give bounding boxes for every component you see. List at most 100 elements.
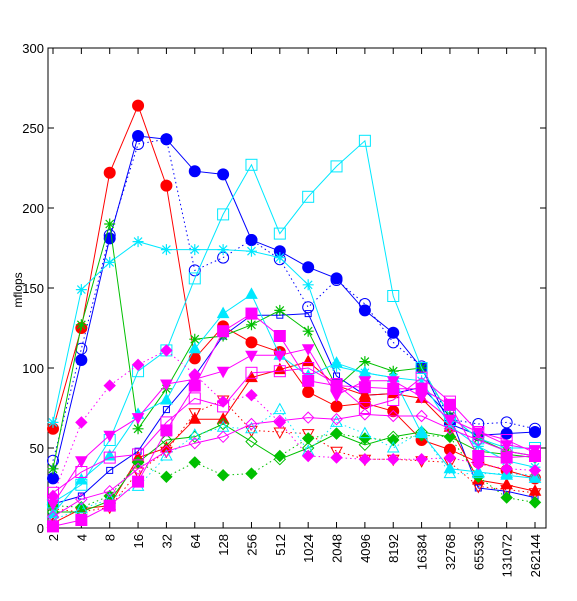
- data-point: [216, 366, 230, 379]
- data-point: [160, 379, 173, 392]
- data-point: [415, 424, 428, 437]
- data-point: [529, 446, 541, 459]
- data-point: [500, 434, 513, 446]
- data-point: [217, 244, 229, 256]
- data-point: [188, 368, 201, 381]
- data-point: [217, 168, 230, 181]
- data-point: [528, 468, 542, 480]
- data-point: [245, 307, 258, 320]
- data-point: [500, 451, 513, 464]
- data-point: [528, 464, 542, 477]
- data-point: [245, 234, 258, 246]
- data-point: [443, 451, 457, 464]
- data-point: [330, 378, 343, 390]
- data-point: [160, 244, 172, 256]
- data-point: [160, 446, 173, 459]
- series-17: [46, 408, 542, 524]
- data-point: [358, 438, 372, 452]
- y-tick-label: 150: [22, 281, 44, 296]
- series-line: [52, 312, 536, 527]
- data-point: [188, 392, 201, 405]
- data-point: [443, 430, 457, 444]
- data-point: [415, 452, 428, 466]
- data-point: [103, 166, 116, 179]
- series-2: [47, 133, 541, 467]
- series-line: [52, 313, 536, 505]
- data-point: [302, 190, 315, 203]
- data-point: [472, 426, 485, 438]
- data-point: [273, 414, 287, 428]
- data-point: [387, 452, 400, 466]
- data-point: [358, 402, 371, 414]
- data-point: [301, 432, 315, 445]
- data-point: [160, 179, 173, 192]
- data-point: [330, 356, 343, 368]
- data-point: [358, 432, 372, 445]
- data-point: [358, 304, 371, 317]
- data-point: [302, 261, 315, 274]
- data-point: [245, 350, 258, 363]
- data-point: [273, 227, 286, 240]
- series-9: [46, 417, 542, 519]
- data-point: [443, 395, 456, 408]
- data-point: [245, 421, 258, 434]
- data-point: [160, 133, 173, 146]
- data-point: [103, 379, 116, 392]
- series-10: [47, 134, 541, 509]
- data-point: [160, 416, 173, 429]
- x-tick-label: 4: [74, 534, 89, 541]
- data-point: [47, 486, 59, 499]
- y-tick-label: 50: [30, 441, 44, 456]
- data-point: [103, 484, 116, 498]
- series-16: [46, 344, 542, 503]
- data-point: [132, 475, 145, 488]
- series-layer: [46, 99, 542, 533]
- data-point: [188, 352, 201, 365]
- data-point: [358, 376, 372, 388]
- series-line: [52, 348, 536, 505]
- series-7: [47, 218, 541, 475]
- x-tick-label: 2: [46, 534, 61, 541]
- data-point: [245, 425, 258, 438]
- data-point: [217, 325, 230, 338]
- data-point: [301, 344, 315, 356]
- data-point: [415, 371, 428, 384]
- data-point: [104, 218, 116, 230]
- data-point: [188, 341, 202, 354]
- data-point: [302, 362, 315, 374]
- x-tick-label: 262144: [528, 534, 543, 577]
- data-point: [132, 99, 145, 112]
- data-point: [387, 336, 400, 349]
- series-line: [53, 423, 536, 513]
- data-point: [104, 256, 116, 268]
- data-point: [245, 417, 258, 431]
- y-tick-label: 250: [22, 121, 44, 136]
- data-point: [103, 448, 117, 461]
- data-point: [189, 333, 201, 345]
- data-point: [162, 406, 170, 414]
- series-line: [52, 104, 536, 479]
- data-point: [216, 306, 230, 319]
- data-point: [188, 456, 201, 469]
- data-point: [273, 402, 287, 415]
- x-tick-label: 16: [131, 534, 146, 548]
- series-18: [47, 362, 541, 499]
- data-point: [472, 433, 485, 447]
- data-point: [273, 449, 287, 463]
- data-point: [75, 456, 88, 468]
- series-3: [49, 310, 539, 508]
- x-tick-label: 64: [188, 534, 203, 548]
- x-tick-label: 8192: [386, 534, 401, 563]
- x-tick-label: 65536: [471, 534, 486, 570]
- data-point: [273, 427, 287, 440]
- data-point: [387, 409, 400, 423]
- data-point: [358, 388, 372, 400]
- data-point: [47, 520, 59, 533]
- series-line: [52, 139, 535, 503]
- data-point: [358, 452, 372, 466]
- data-point: [387, 394, 400, 406]
- data-point: [216, 417, 230, 431]
- y-tick-label: 0: [37, 521, 44, 536]
- data-point: [132, 423, 144, 435]
- data-point: [301, 354, 315, 367]
